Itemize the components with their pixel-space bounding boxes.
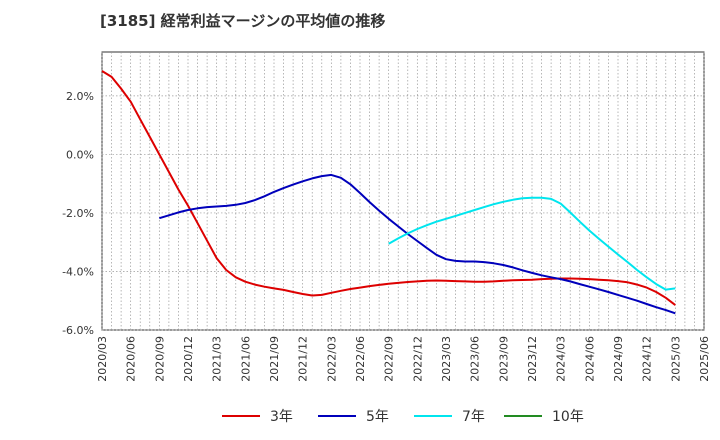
legend-swatch <box>414 415 452 417</box>
x-tick-label: 2023/03 <box>440 336 453 382</box>
x-tick-label: 2021/09 <box>268 336 281 382</box>
x-tick-label: 2022/06 <box>354 336 367 382</box>
x-tick-label: 2021/12 <box>297 336 310 382</box>
series-line-0 <box>101 70 676 306</box>
legend-item: 7年 <box>414 404 485 428</box>
x-tick-label: 2021/03 <box>211 336 224 382</box>
x-tick-label: 2020/12 <box>182 336 195 382</box>
legend-item: 3年 <box>222 404 293 428</box>
x-tick-label: 2024/06 <box>583 336 596 382</box>
legend-swatch <box>222 415 260 417</box>
legend-label: 5年 <box>366 409 389 425</box>
x-tick-label: 2023/09 <box>497 336 510 382</box>
x-tick-label: 2024/03 <box>555 336 568 382</box>
y-tick-label: 0.0% <box>66 148 94 161</box>
legend: 3年 5年 7年 10年 <box>0 404 720 428</box>
legend-item: 10年 <box>504 404 584 428</box>
y-axis-tick-labels: 2.0% 0.0% -2.0% -4.0% -6.0% <box>62 90 94 337</box>
legend-label: 7年 <box>462 409 485 425</box>
series-lines <box>101 70 676 315</box>
legend-item: 5年 <box>318 404 389 428</box>
x-tick-label: 2022/03 <box>325 336 338 382</box>
x-tick-label: 2025/06 <box>698 336 711 382</box>
series-line-1 <box>159 173 676 315</box>
y-tick-label: -4.0% <box>62 265 94 278</box>
x-tick-label: 2025/03 <box>669 336 682 382</box>
legend-swatch <box>318 415 356 417</box>
legend-swatch <box>504 415 542 417</box>
x-tick-label: 2023/12 <box>526 336 539 382</box>
x-tick-label: 2024/09 <box>612 336 625 382</box>
chart-title: [3185] 経常利益マージンの平均値の推移 <box>100 12 386 30</box>
x-tick-label: 2020/09 <box>153 336 166 382</box>
series-line-2 <box>388 196 676 291</box>
x-tick-label: 2022/12 <box>411 336 424 382</box>
plot-frame <box>101 51 705 331</box>
legend-label: 10年 <box>552 409 584 425</box>
line-chart: 2.0%0.0%-2.0%-4.0%-6.0% 2020/03 2020/06 20… <box>62 51 711 382</box>
horizontal-gridlines <box>102 95 704 331</box>
y-tick-label: 2.0% <box>66 90 94 103</box>
x-axis-tick-labels: 2020/03 2020/06 2020/09 2020/12 2021/03 2021/… <box>96 336 711 382</box>
x-tick-label: 2024/12 <box>641 336 654 382</box>
y-tick-label: -6.0% <box>62 324 94 337</box>
x-tick-label: 2022/09 <box>383 336 396 382</box>
x-tick-label: 2020/03 <box>96 336 109 382</box>
x-tick-label: 2021/06 <box>239 336 252 382</box>
y-tick-label: -2.0% <box>62 207 94 220</box>
x-tick-label: 2020/06 <box>125 336 138 382</box>
x-tick-label: 2023/06 <box>469 336 482 382</box>
legend-label: 3年 <box>270 409 293 425</box>
